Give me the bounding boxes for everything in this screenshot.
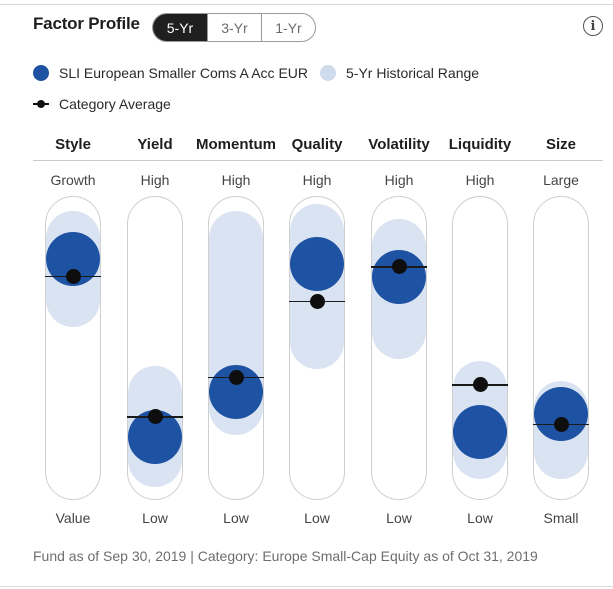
factor-low-label-momentum: Low xyxy=(223,510,249,526)
factor-low-label-size: Small xyxy=(543,510,579,526)
footnote: Fund as of Sep 30, 2019 | Category: Euro… xyxy=(33,548,538,564)
toggle-1yr[interactable]: 1-Yr xyxy=(261,14,315,41)
top-divider xyxy=(0,4,613,5)
factor-high-label-style: Growth xyxy=(50,172,96,188)
factor-category-dot-volatility[interactable] xyxy=(391,259,407,275)
factor-heading-style: Style xyxy=(55,136,91,153)
factor-category-dot-liquidity[interactable] xyxy=(472,377,488,393)
factor-category-dot-style[interactable] xyxy=(65,269,81,285)
factor-high-label-yield: High xyxy=(140,172,170,188)
page-title: Factor Profile xyxy=(33,14,140,33)
factor-high-label-volatility: High xyxy=(384,172,414,188)
factor-fund-marker-quality[interactable] xyxy=(290,237,344,292)
bottom-divider xyxy=(0,586,613,587)
legend-range-label: 5-Yr Historical Range xyxy=(346,65,480,81)
toggle-3yr[interactable]: 3-Yr xyxy=(207,14,261,41)
factor-high-label-momentum: High xyxy=(221,172,251,188)
factor-heading-quality: Quality xyxy=(291,136,343,153)
factor-low-label-style: Value xyxy=(55,510,91,526)
factor-fund-marker-volatility[interactable] xyxy=(372,249,426,304)
range-swatch-icon xyxy=(320,65,336,81)
factor-high-label-liquidity: High xyxy=(465,172,495,188)
factor-heading-yield: Yield xyxy=(137,136,173,153)
period-toggle: 5-Yr 3-Yr 1-Yr xyxy=(152,13,316,42)
factor-fund-marker-size[interactable] xyxy=(534,387,588,442)
factor-heading-momentum: Momentum xyxy=(196,136,276,153)
toggle-5yr[interactable]: 5-Yr xyxy=(153,14,207,41)
category-swatch-icon xyxy=(33,96,49,112)
info-icon[interactable]: i xyxy=(583,16,603,36)
legend-fund: SLI European Smaller Coms A Acc EUR xyxy=(33,65,308,81)
factor-track-size xyxy=(533,196,589,500)
factor-low-label-yield: Low xyxy=(142,510,168,526)
legend-range: 5-Yr Historical Range xyxy=(320,65,479,81)
factor-high-label-quality: High xyxy=(302,172,332,188)
factor-category-dot-yield[interactable] xyxy=(147,409,163,425)
factor-heading-volatility: Volatility xyxy=(368,136,430,153)
factor-low-label-liquidity: Low xyxy=(467,510,493,526)
fund-swatch-icon xyxy=(33,65,49,81)
factor-heading-size: Size xyxy=(545,136,576,153)
header-divider xyxy=(33,160,603,161)
legend-category-label: Category Average xyxy=(59,96,171,112)
factor-low-label-volatility: Low xyxy=(386,510,412,526)
factor-track-momentum xyxy=(208,196,264,500)
factor-high-label-size: Large xyxy=(543,172,579,188)
factor-track-volatility xyxy=(371,196,427,500)
legend-category: Category Average xyxy=(33,96,171,112)
factor-category-dot-momentum[interactable] xyxy=(228,370,244,386)
factor-low-label-quality: Low xyxy=(304,510,330,526)
legend-fund-label: SLI European Smaller Coms A Acc EUR xyxy=(59,65,308,81)
factor-category-dot-quality[interactable] xyxy=(309,293,325,309)
factor-category-dot-size[interactable] xyxy=(553,416,569,432)
factor-heading-liquidity: Liquidity xyxy=(448,136,512,153)
factor-fund-marker-liquidity[interactable] xyxy=(453,404,507,459)
